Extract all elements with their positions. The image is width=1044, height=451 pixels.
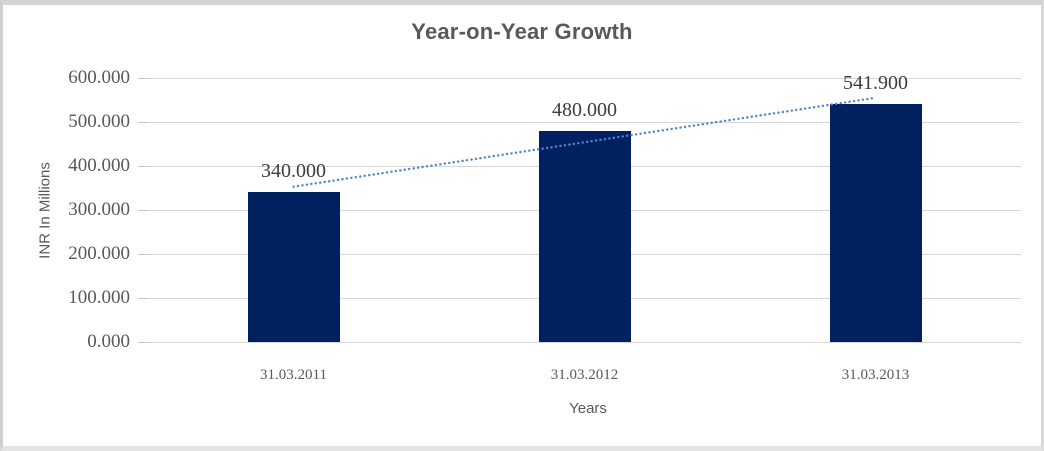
y-tick-label: 0.000 [87,331,130,352]
y-tick-mark [138,254,148,255]
bar [247,192,340,342]
y-tick-mark [138,210,148,211]
y-tick-mark [138,78,148,79]
x-tick-label: 31.03.2011 [260,367,327,383]
y-tick-label: 300.000 [68,199,130,220]
x-axis-title: Years [569,400,607,417]
chart-title: Year-on-Year Growth [411,19,633,44]
y-tick-mark [138,166,148,167]
y-tick-label: 600.000 [68,67,130,88]
y-tick-label: 200.000 [68,243,130,264]
bar [538,130,631,342]
y-tick-mark [138,298,148,299]
bar-value-label: 480.000 [552,98,617,121]
bar-value-label: 340.000 [261,160,326,183]
y-tick-label: 400.000 [68,155,130,176]
bar-value-label: 541.900 [843,71,908,94]
x-tick-label: 31.03.2012 [550,367,619,383]
gridline [148,342,1021,343]
gridline [148,78,1021,79]
y-tick-mark [138,122,148,123]
x-tick-label: 31.03.2013 [841,367,910,383]
bar [829,103,922,342]
y-tick-label: 500.000 [68,111,130,132]
y-tick-label: 100.000 [68,287,130,308]
y-axis-title: INR In Millions [36,162,54,259]
y-tick-mark [138,342,148,343]
